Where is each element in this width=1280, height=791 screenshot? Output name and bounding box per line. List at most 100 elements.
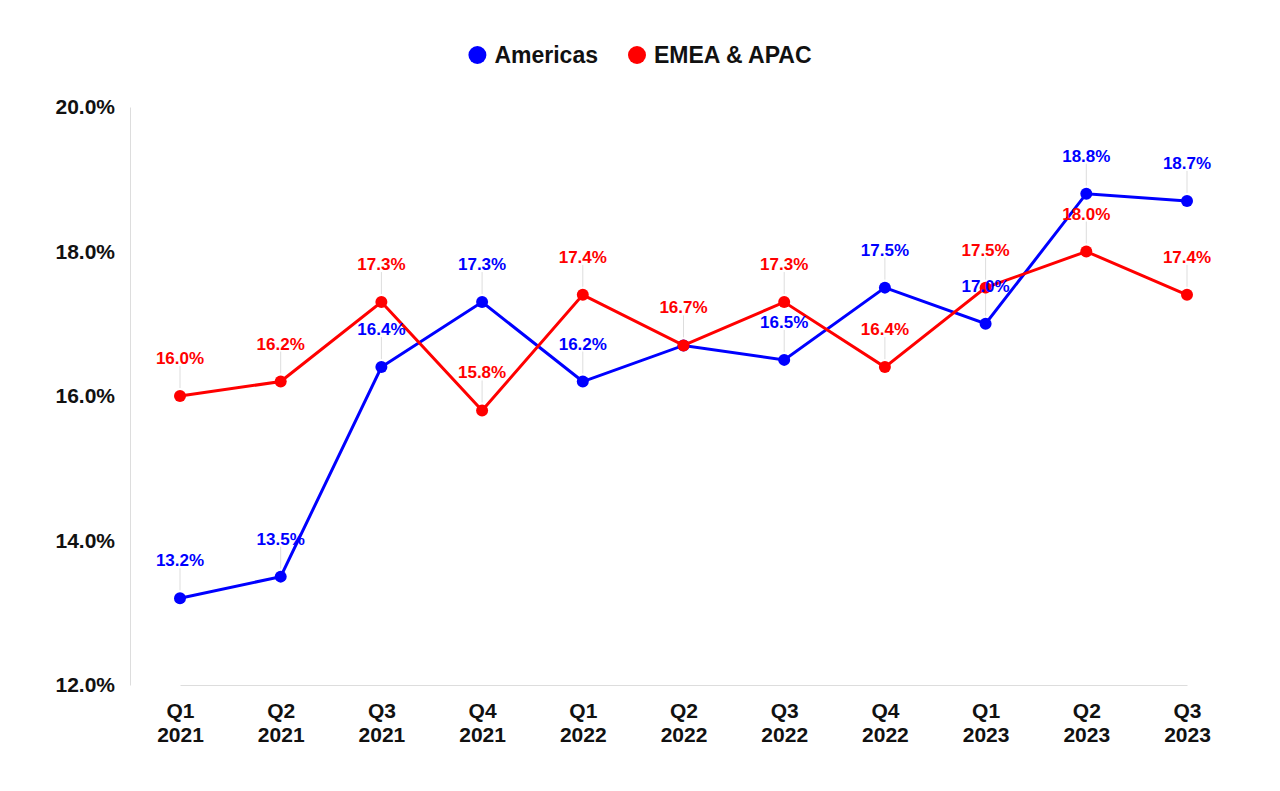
data-label: 17.5% <box>961 241 1009 260</box>
leader-line <box>683 315 684 337</box>
marker <box>778 354 790 366</box>
x-tick-label-line: 2022 <box>761 723 808 746</box>
y-tick-label: 14.0% <box>55 529 115 552</box>
marker <box>577 376 589 388</box>
x-axis: Q12021Q22021Q32021Q42021Q12022Q22022Q320… <box>157 685 1211 746</box>
x-tick-label-line: 2022 <box>560 723 607 746</box>
x-tick-label-line: Q1 <box>972 699 1000 722</box>
x-tick-label-line: 2021 <box>157 723 204 746</box>
marker <box>476 296 488 308</box>
leader-line <box>280 352 281 374</box>
data-label: 17.3% <box>357 255 405 274</box>
marker <box>275 376 287 388</box>
leader-line <box>784 330 785 352</box>
leader-line <box>1187 171 1188 193</box>
data-label: 17.4% <box>559 248 607 267</box>
legend-label: EMEA & APAC <box>654 42 812 68</box>
marker <box>174 592 186 604</box>
x-tick-label-line: Q1 <box>569 699 597 722</box>
x-tick-label-line: Q3 <box>771 699 799 722</box>
x-tick-label-line: 2023 <box>1063 723 1110 746</box>
series <box>174 246 1193 417</box>
x-tick-label: Q12021 <box>157 699 204 746</box>
leader-line <box>582 265 583 287</box>
x-tick-label-line: 2023 <box>1164 723 1211 746</box>
x-tick: Q32022 <box>761 685 808 746</box>
x-tick-label: Q22023 <box>1063 699 1110 746</box>
y-tick: 12.0% <box>55 673 130 696</box>
legend-item: EMEA & APAC <box>628 42 812 68</box>
leader-line <box>985 258 986 280</box>
marker <box>879 361 891 373</box>
y-tick: 18.0% <box>55 240 130 263</box>
data-label: 16.0% <box>156 349 204 368</box>
data-label: 18.7% <box>1163 154 1211 173</box>
data-label: 17.3% <box>458 255 506 274</box>
data-label: 17.4% <box>1163 248 1211 267</box>
data-label: 17.3% <box>760 255 808 274</box>
marker <box>1080 246 1092 258</box>
leader-line <box>1086 222 1087 244</box>
leader-line <box>180 366 181 388</box>
marker <box>678 339 690 351</box>
marker <box>476 404 488 416</box>
x-tick-label-line: 2022 <box>862 723 909 746</box>
data-label: 16.4% <box>861 320 909 339</box>
x-tick-label-line: 2021 <box>459 723 506 746</box>
data-label: 16.2% <box>257 335 305 354</box>
leader-line <box>784 272 785 294</box>
x-tick-label-line: Q3 <box>1173 699 1201 722</box>
leader-line <box>1086 164 1087 186</box>
leader-line <box>482 272 483 294</box>
y-tick-label: 18.0% <box>55 240 115 263</box>
marker <box>1181 289 1193 301</box>
data-label: 15.8% <box>458 363 506 382</box>
x-tick-label-line: Q4 <box>871 699 899 722</box>
x-tick-label: Q32021 <box>359 699 406 746</box>
marker <box>375 361 387 373</box>
leader-line <box>985 294 986 316</box>
x-tick: Q42021 <box>459 685 506 746</box>
x-tick-label: Q32022 <box>761 699 808 746</box>
leader-line <box>884 258 885 280</box>
y-tick: 16.0% <box>55 384 130 407</box>
y-tick-label: 12.0% <box>55 673 115 696</box>
x-tick-label-line: Q2 <box>267 699 295 722</box>
chart: 12.0%14.0%16.0%18.0%20.0%Q12021Q22021Q32… <box>0 0 1280 791</box>
x-tick-label-line: 2021 <box>258 723 305 746</box>
y-axis: 12.0% 14.0% 16.0% 18.0% 20.0% <box>55 95 130 696</box>
x-tick-label: Q22021 <box>258 699 305 746</box>
legend: Americas EMEA & APAC <box>468 42 811 68</box>
series-line <box>180 252 1187 411</box>
x-tick: Q12022 <box>560 685 607 746</box>
series-line <box>180 194 1187 599</box>
x-tick: Q32023 <box>1164 685 1211 746</box>
x-tick-label-line: Q4 <box>469 699 497 722</box>
leader-line <box>180 568 181 590</box>
x-tick-label: Q22022 <box>661 699 708 746</box>
marker <box>1080 188 1092 200</box>
x-tick-label-line: 2023 <box>963 723 1010 746</box>
data-labels: 13.2%13.5%16.4%17.3%16.2%16.5%17.5%17.0%… <box>156 147 1211 591</box>
y-tick-label: 16.0% <box>55 384 115 407</box>
legend-label: Americas <box>494 42 598 68</box>
data-label: 13.5% <box>257 530 305 549</box>
x-tick-label: Q42021 <box>459 699 506 746</box>
marker <box>879 282 891 294</box>
y-tick: 20.0% <box>55 95 130 118</box>
leader-line <box>482 380 483 402</box>
y-axis-line <box>130 108 131 686</box>
data-label: 18.0% <box>1062 205 1110 224</box>
x-tick-label-line: Q2 <box>670 699 698 722</box>
marker <box>275 571 287 583</box>
y-tick-label: 20.0% <box>55 95 115 118</box>
x-tick: Q12023 <box>963 685 1010 746</box>
x-tick-label-line: 2022 <box>661 723 708 746</box>
legend-swatch <box>628 46 646 64</box>
marker <box>174 390 186 402</box>
x-axis-line <box>181 685 1188 686</box>
marker <box>1181 195 1193 207</box>
plot-area <box>174 188 1193 605</box>
leader-line <box>1187 265 1188 287</box>
y-tick: 14.0% <box>55 529 130 552</box>
